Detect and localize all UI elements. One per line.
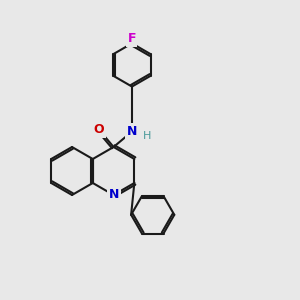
Text: O: O <box>94 123 104 136</box>
Text: H: H <box>143 131 152 141</box>
Text: F: F <box>128 32 136 45</box>
Text: N: N <box>127 125 137 138</box>
Text: N: N <box>108 188 119 202</box>
